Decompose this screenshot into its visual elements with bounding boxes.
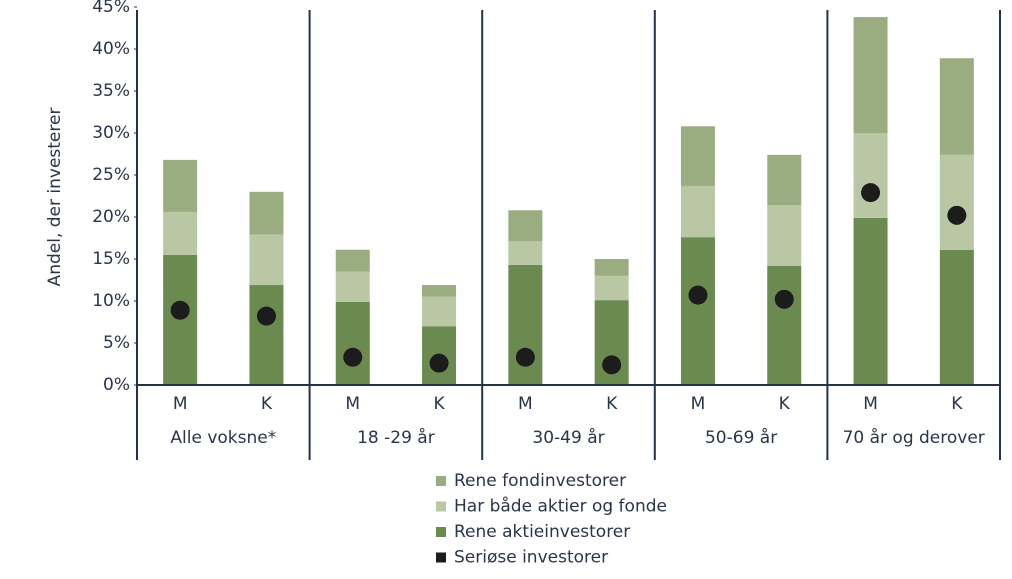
y-tick-label: 0% [103,375,130,395]
bar-segment [767,265,802,385]
x-tick-label: M [173,394,188,414]
legend-swatch [436,476,446,486]
dot [515,347,535,367]
y-tick-label: 10% [92,291,130,311]
x-tick-label: M [518,394,533,414]
bar-segment [335,271,370,302]
dot [688,285,708,305]
bar-segment [594,259,629,276]
dot [170,300,190,320]
y-tick-label: 5% [103,333,130,353]
y-tick-label: 15% [92,249,130,269]
bar-segment [163,211,198,255]
dot [602,355,622,375]
bar-segment [508,241,543,265]
bar-segment [335,249,370,272]
legend-label: Rene aktieinvestorer [454,522,630,542]
dot [861,183,881,203]
bar-segment [853,133,888,218]
y-axis-label: Andel, der investerer [45,108,65,287]
bar-segment [767,154,802,206]
group-label: 50-69 år [705,427,777,448]
x-tick-label: M [345,394,360,414]
bar-segment [853,217,888,385]
group-label: Alle voksne* [170,428,276,448]
legend-label: Seriøse investorer [454,548,608,568]
bar-segment [163,254,198,385]
group-label: 30-49 år [532,427,604,448]
y-tick-label: 20% [92,207,130,227]
legend-label: Har både aktier og fonde [454,496,667,517]
bar-segment [853,17,888,133]
x-tick-label: M [863,394,878,414]
y-tick-label: 45% [92,0,130,17]
y-tick-label: 25% [92,165,130,185]
x-tick-label: M [691,394,706,414]
bar-segment [767,205,802,266]
bar-segment [508,210,543,242]
bar-segment [335,301,370,385]
legend-swatch [436,552,446,563]
bar-segment [163,159,198,212]
bar-segment [249,191,284,235]
bar-segment [249,234,284,286]
bar-segment [939,249,974,385]
dot [343,347,363,367]
y-tick-label: 40% [92,39,130,59]
bar-segment [508,264,543,385]
bar-segment [939,58,974,155]
dot [947,205,967,225]
x-tick-label: K [261,394,273,414]
bar-segment [939,154,974,250]
y-tick-label: 30% [92,123,130,143]
y-tick-label: 35% [92,81,130,101]
bar-segment [594,275,629,301]
dot [256,306,276,326]
x-tick-label: K [606,394,618,414]
x-tick-label: K [779,394,791,414]
bar-segment [680,126,715,186]
legend-swatch [436,501,446,512]
dot [774,289,794,309]
bar-segment [680,185,715,238]
group-label: 18 -29 år [357,427,435,448]
x-tick-label: K [951,394,963,414]
group-label: 70 år og derover [843,427,985,448]
dot [429,353,449,373]
bar-segment [422,285,457,297]
x-tick-label: K [433,394,445,414]
legend-label: Rene fondinvestorer [454,471,626,491]
legend-swatch [436,527,446,537]
bar-segment [249,285,284,385]
bar-segment [422,296,457,327]
bar-segment [680,237,715,385]
